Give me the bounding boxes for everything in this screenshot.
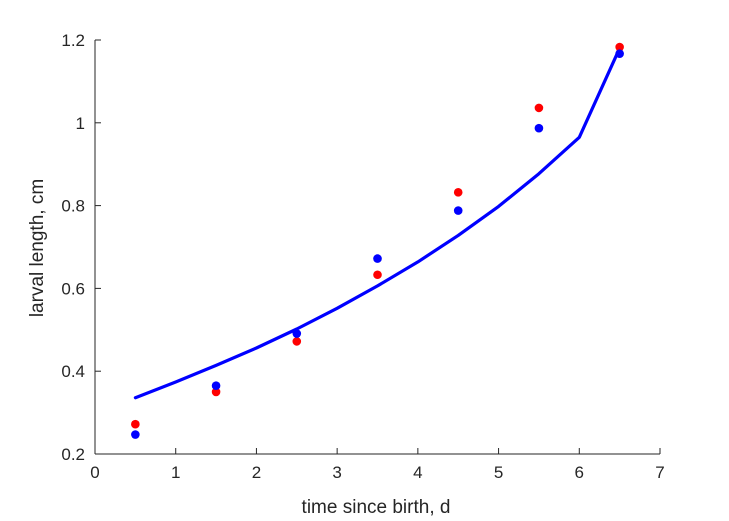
x-tick-label: 2 bbox=[252, 463, 261, 482]
x-tick-label: 0 bbox=[90, 463, 99, 482]
data-point bbox=[211, 387, 221, 397]
y-tick-label: 1 bbox=[76, 114, 85, 133]
x-tick-label: 7 bbox=[655, 463, 664, 482]
y-tick-label: 0.6 bbox=[61, 279, 85, 298]
data-point bbox=[373, 254, 382, 263]
axes: 0 1 2 3 4 5 6 7 0.2 0.4 0.6 0.8 1 1.2 bbox=[61, 31, 664, 482]
data-point bbox=[534, 103, 544, 113]
y-tick-label: 0.8 bbox=[61, 197, 85, 216]
x-tick-label: 1 bbox=[171, 463, 180, 482]
plot-area bbox=[131, 42, 624, 439]
data-point bbox=[292, 329, 302, 338]
data-point bbox=[211, 381, 221, 390]
data-point bbox=[615, 49, 624, 58]
data-point bbox=[534, 123, 544, 133]
data-point bbox=[131, 430, 140, 439]
y-tick-label: 1.2 bbox=[61, 31, 85, 50]
x-tick-label: 4 bbox=[413, 463, 422, 482]
x-tick-label: 5 bbox=[494, 463, 503, 482]
fit-curve-line bbox=[133, 46, 622, 400]
x-axis-label: time since birth, d bbox=[302, 497, 451, 518]
data-point bbox=[373, 270, 382, 280]
data-point bbox=[292, 337, 302, 346]
data-point bbox=[131, 419, 140, 429]
x-tick-label: 6 bbox=[575, 463, 584, 482]
data-point bbox=[453, 188, 463, 197]
y-tick-label: 0.4 bbox=[61, 362, 85, 381]
x-tick-label: 3 bbox=[332, 463, 341, 482]
data-point bbox=[615, 42, 624, 52]
y-tick-label: 0.2 bbox=[61, 445, 85, 464]
y-axis-label: larval length, cm bbox=[27, 179, 48, 317]
data-point bbox=[453, 206, 463, 215]
